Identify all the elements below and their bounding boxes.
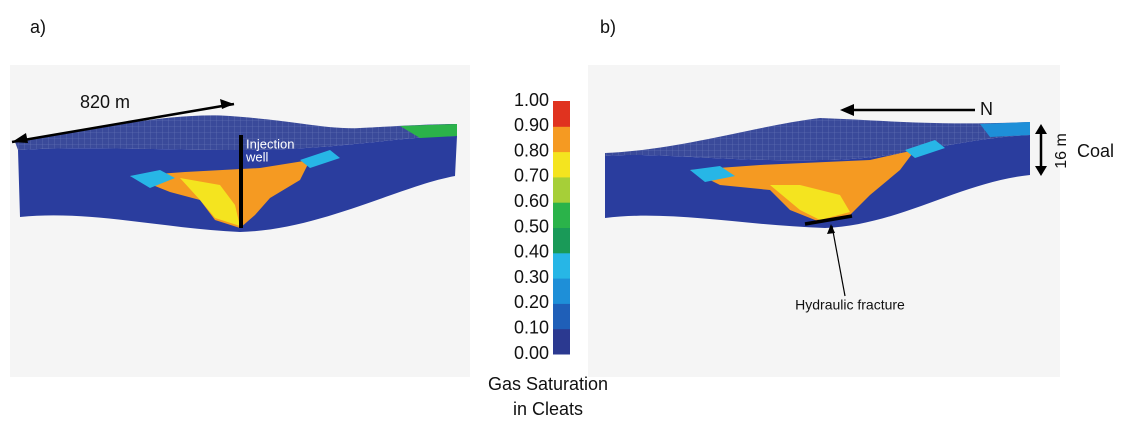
gas-plume-core	[180, 178, 240, 226]
arrowhead	[827, 224, 835, 234]
colorbar-tick-label: 1.00	[514, 90, 549, 110]
gas-plume-core	[770, 185, 850, 220]
thickness-label: 16 m	[1053, 133, 1070, 169]
colorbar-tick-label: 0.60	[514, 191, 549, 211]
layer-label: Coal	[1077, 141, 1114, 161]
colorbar-segment	[553, 252, 570, 279]
arrowhead	[840, 104, 854, 116]
distance-arrow	[11, 102, 235, 144]
colorbar-tick-label: 0.10	[514, 317, 549, 337]
panel-a: a) 820 m Injection well	[10, 17, 470, 377]
colorbar-segment	[553, 101, 570, 127]
fracture-line	[804, 214, 853, 226]
plume-edge	[690, 140, 945, 182]
colorbar-segment	[553, 227, 570, 254]
colorbar-segment	[553, 176, 570, 203]
colorbar-tick-label: 0.30	[514, 267, 549, 287]
colorbar-tick-label: 0.50	[514, 216, 549, 236]
panel-label: b)	[600, 17, 616, 37]
north-label: N	[980, 99, 993, 119]
colorbar-segment	[553, 126, 570, 153]
colorbar-tick-label: 0.80	[514, 140, 549, 160]
distance-label: 820 m	[80, 92, 130, 112]
edge-color	[980, 122, 1030, 137]
top-surface	[605, 118, 1030, 161]
panel-b: b) N 16 m Coal Hydraulic fracture	[588, 17, 1114, 377]
fracture-pointer	[831, 225, 846, 297]
panel-label: a)	[30, 17, 46, 37]
edge-color	[400, 124, 457, 138]
colorbar-tick-label: 0.40	[514, 242, 549, 262]
colorbar-tick-label: 0.00	[514, 343, 549, 363]
well-label: well	[245, 149, 269, 164]
colorbar-segment	[553, 202, 570, 228]
colorbar-title: in Cleats	[513, 399, 583, 419]
colorbar-segment	[553, 151, 570, 178]
colorbar: 0.00 0.10 0.20 0.30 0.40 0.50 0.60 0.70 0.80 0.90…	[488, 90, 608, 419]
colorbar-tick-label: 0.70	[514, 166, 549, 186]
colorbar-segment	[553, 328, 570, 355]
well-label: Injection	[246, 136, 294, 151]
colorbar-title: Gas Saturation	[488, 374, 608, 394]
colorbar-segment	[553, 303, 570, 330]
plume-edge	[130, 150, 340, 188]
colorbar-segment	[553, 278, 570, 304]
fracture-label: Hydraulic fracture	[795, 297, 905, 313]
top-surface	[15, 115, 457, 150]
colorbar-tick-label: 0.20	[514, 292, 549, 312]
colorbar-tick-label: 0.90	[514, 115, 549, 135]
